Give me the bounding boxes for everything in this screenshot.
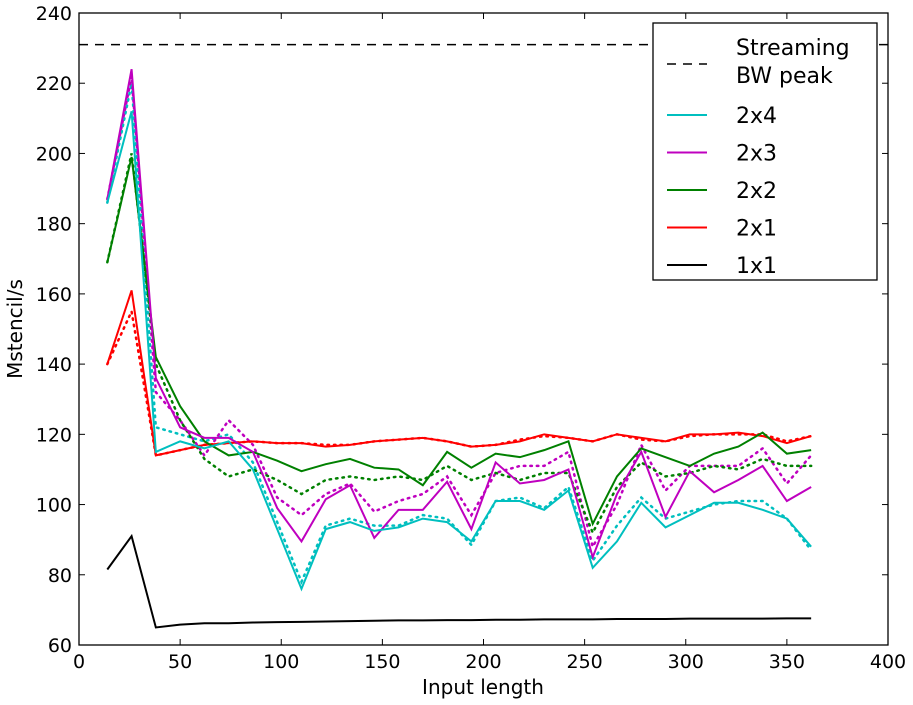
legend-label-bw-peak: BW peak	[736, 64, 833, 89]
y-tick-label: 100	[36, 495, 72, 517]
series-1x1-line	[106, 533, 812, 629]
y-tick-label: 80	[48, 565, 72, 587]
series-2x2-line	[106, 156, 812, 527]
x-tick-label: 350	[769, 651, 805, 673]
series-2x4-dotted-line	[106, 82, 813, 586]
legend-label-1x1: 1x1	[736, 254, 777, 279]
y-tick-label: 60	[48, 635, 72, 657]
legend-label-2x2: 2x2	[736, 179, 777, 204]
legend-label-streaming: Streaming	[736, 36, 850, 61]
y-tick-label: 120	[36, 424, 72, 446]
legend: Streaming BW peak 2x4 2x3 2x2 2x1 1x1	[652, 22, 878, 281]
series-2x1-line	[106, 290, 812, 457]
legend-label-2x4: 2x4	[736, 104, 777, 129]
y-tick-label: 160	[36, 284, 72, 306]
y-tick-label: 220	[36, 73, 72, 95]
y-tick-label: 240	[36, 3, 72, 25]
x-tick-label: 250	[566, 651, 602, 673]
x-tick-label: 300	[668, 651, 704, 673]
y-tick-label: 140	[36, 354, 72, 376]
legend-label-2x1: 2x1	[736, 217, 777, 242]
y-tick-label: 180	[36, 214, 72, 236]
x-tick-label: 50	[168, 651, 192, 673]
y-tick-label: 200	[36, 143, 72, 165]
x-tick-label: 200	[465, 651, 501, 673]
x-tick-label: 0	[73, 651, 85, 673]
x-tick-label: 150	[364, 651, 400, 673]
y-axis-label: Mstencil/s	[3, 279, 27, 379]
series-2x3-line	[106, 68, 812, 561]
x-tick-label: 400	[870, 651, 906, 673]
x-axis-label: Input length	[422, 675, 544, 699]
x-tick-label: 100	[263, 651, 299, 673]
legend-label-2x3: 2x3	[736, 142, 777, 167]
series-2x2-dotted-line	[106, 153, 813, 536]
series-2x4-line	[106, 111, 812, 592]
